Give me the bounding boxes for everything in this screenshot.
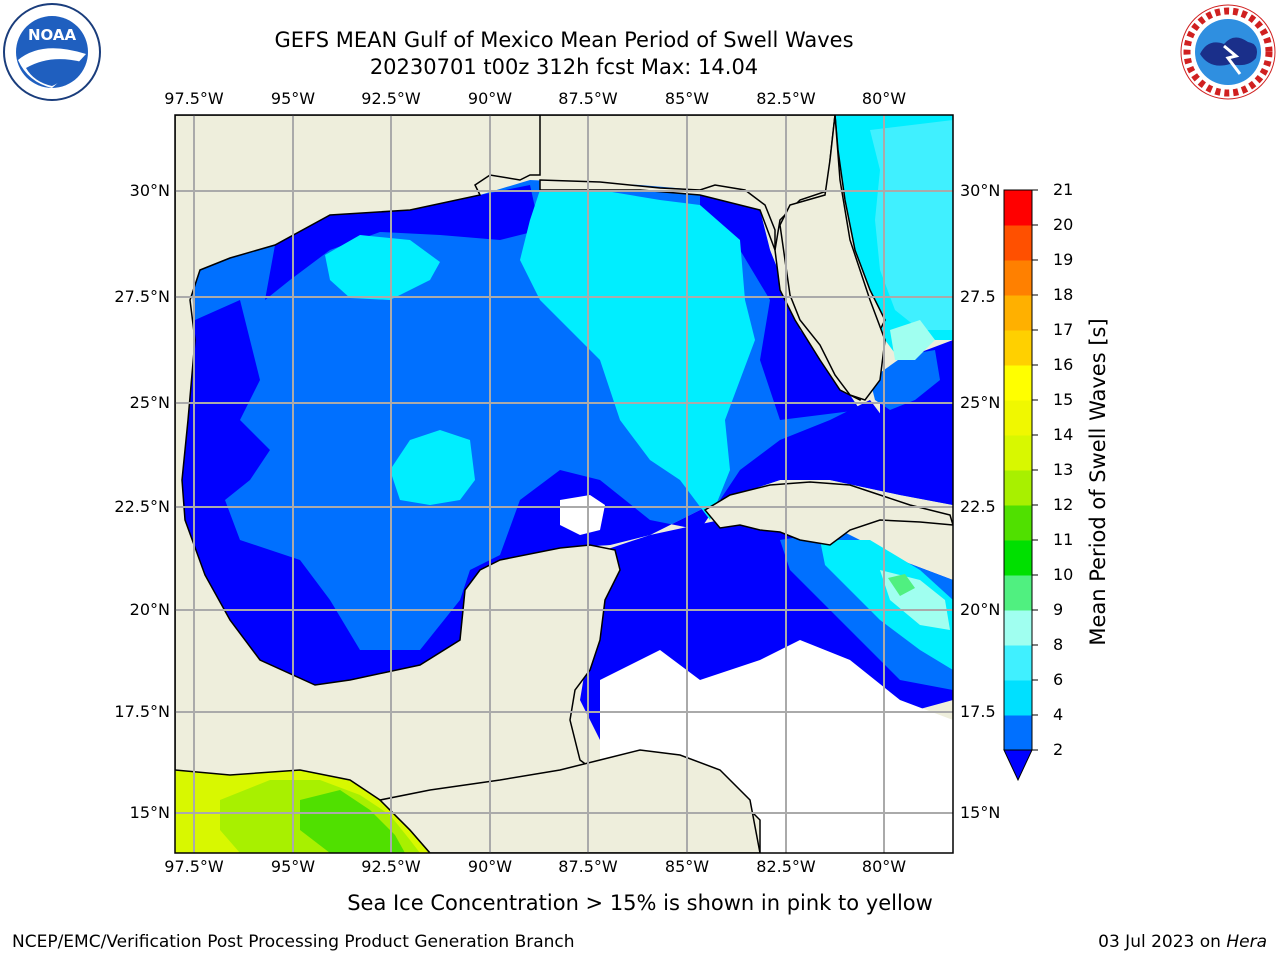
map-frame (174, 114, 954, 854)
colorbar-bin (1004, 435, 1032, 471)
lon-tick-top: 85°W (664, 89, 710, 108)
lon-tick-bottom: 92.5°W (361, 857, 421, 876)
footer-date-text: 03 Jul 2023 on (1098, 932, 1221, 952)
map-title: GEFS MEAN Gulf of Mexico Mean Period of … (274, 28, 854, 52)
colorbar-tick-label: 11 (1053, 530, 1074, 549)
colorbar-tick-label: 18 (1053, 285, 1074, 304)
lat-tick-right: 17.5 (960, 702, 996, 721)
lon-tick-bottom: 85°W (664, 857, 710, 876)
lon-tick-bottom: 82.5°W (756, 857, 816, 876)
lon-tick-top: 90°W (467, 89, 513, 108)
nws-logo (1178, 2, 1278, 102)
sea-ice-note: Sea Ice Concentration > 15% is shown in … (347, 891, 933, 915)
land-florida (779, 115, 886, 401)
lon-tick-top: 82.5°W (756, 89, 816, 108)
lon-tick-top: 87.5°W (558, 89, 618, 108)
gulf-swell-under-2s-north (265, 185, 540, 300)
noaa-logo: NOAA (2, 2, 102, 102)
colorbar-tick-label: 10 (1053, 565, 1074, 584)
colorbar-tick-label: 20 (1053, 215, 1074, 234)
colorbar-tick-label: 16 (1053, 355, 1074, 374)
colorbar-tick-label: 4 (1053, 705, 1064, 724)
colorbar-tick-label: 17 (1053, 320, 1074, 339)
colorbar-bin (1004, 680, 1032, 716)
colorbar-bin (1004, 645, 1032, 681)
colorbar-bin (1004, 190, 1032, 226)
atlantic-swell-2-4s (870, 350, 940, 410)
colorbar-tick-label: 21 (1053, 180, 1074, 199)
land-cuba (703, 481, 953, 546)
lon-tick-bottom: 80°W (861, 857, 907, 876)
gulf-swell-4-6s-south (390, 430, 475, 505)
atlantic-swell-6-8s (870, 120, 953, 330)
lat-tick-right: 15°N (960, 803, 1001, 822)
colorbar-tick-label: 14 (1053, 425, 1074, 444)
pacific-swell-11-12s (300, 790, 405, 853)
colorbar-bin (1004, 225, 1032, 261)
lon-tick-top: 80°W (861, 89, 907, 108)
lat-tick-left: 25°N (129, 393, 170, 412)
colorbar-bin (1004, 295, 1032, 331)
colorbar-tick-label: 19 (1053, 250, 1074, 269)
map-subtitle: 20230701 t00z 312h fcst Max: 14.04 (369, 55, 759, 79)
svg-text:NOAA: NOAA (28, 26, 77, 44)
colorbar-tick-label: 9 (1053, 600, 1064, 619)
colorbar-tick-label: 2 (1053, 740, 1064, 759)
lat-tick-left: 17.5°N (114, 702, 170, 721)
colorbar-bin (1004, 260, 1032, 296)
colorbar-tick-label: 15 (1053, 390, 1074, 409)
colorbar-bin (1004, 505, 1032, 541)
lon-tick-bottom: 95°W (270, 857, 316, 876)
lat-tick-left: 22.5°N (114, 497, 170, 516)
gulf-swell-4-6s-west (325, 235, 440, 300)
lat-tick-left: 20°N (129, 600, 170, 619)
caribbean-swell-4-6s (820, 540, 953, 670)
lat-tick-right: 30°N (960, 181, 1001, 200)
lat-tick-left: 27.5°N (114, 287, 170, 306)
lon-tick-top: 92.5°W (361, 89, 421, 108)
gulf-swell-2-4s (182, 180, 953, 685)
lon-tick-top: 97.5°W (164, 89, 224, 108)
colorbar-title: Mean Period of Swell Waves [s] (1086, 318, 1110, 646)
lat-tick-right: 20°N (960, 600, 1001, 619)
lat-tick-right: 25°N (960, 393, 1001, 412)
lat-tick-right: 22.5 (960, 497, 996, 516)
colorbar-tick-label: 13 (1053, 460, 1074, 479)
footer-host: Hera (1226, 932, 1267, 952)
land-honduras (378, 749, 761, 853)
gulf-swell-under-2s-west (182, 300, 953, 685)
graticule (175, 115, 953, 853)
lat-tick-left: 30°N (129, 181, 170, 200)
colorbar-tick-label: 8 (1053, 635, 1064, 654)
colorbar (1003, 189, 1038, 782)
missing-data-patch (560, 495, 605, 535)
colorbar-tick-label: 6 (1053, 670, 1064, 689)
colorbar-bin (1004, 575, 1032, 611)
atlantic-swell-8-9s (890, 320, 935, 360)
land-mexico (175, 115, 761, 853)
colorbar-bin (1004, 470, 1032, 506)
lat-tick-left: 15°N (129, 803, 170, 822)
caribbean-missing-data (600, 640, 953, 853)
lat-tick-right: 27.5 (960, 287, 996, 306)
lon-tick-bottom: 87.5°W (558, 857, 618, 876)
caribbean-swell-9-10s (888, 574, 915, 596)
colorbar-bin (1004, 400, 1032, 436)
colorbar-bin (1004, 365, 1032, 401)
lon-tick-top: 95°W (270, 89, 316, 108)
gulf-swell-4-6s-center (520, 190, 755, 520)
colorbar-bin (1004, 610, 1032, 646)
footer-date: 03 Jul 2023 on Hera (1098, 932, 1267, 952)
lon-tick-bottom: 97.5°W (164, 857, 224, 876)
colorbar-under-arrow (1003, 749, 1033, 782)
lon-tick-bottom: 90°W (467, 857, 513, 876)
colorbar-tick-label: 12 (1053, 495, 1074, 514)
colorbar-bin (1004, 330, 1032, 366)
colorbar-bin (1004, 715, 1032, 751)
footer-credit: NCEP/EMC/Verification Post Processing Pr… (12, 932, 575, 952)
colorbar-bin (1004, 540, 1032, 576)
